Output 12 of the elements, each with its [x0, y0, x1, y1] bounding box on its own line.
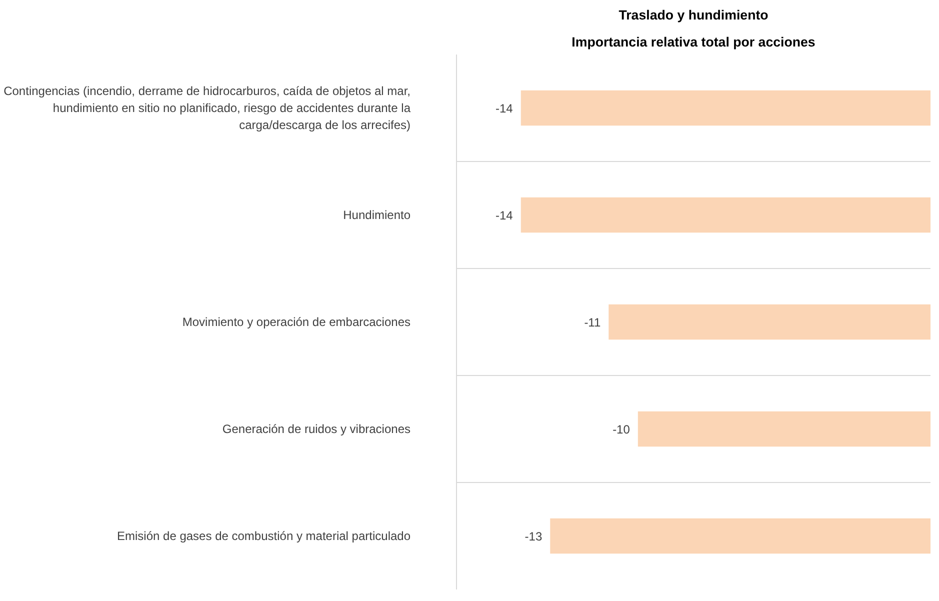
data-label: -11 — [584, 316, 601, 330]
y-tick-label: Hundimiento — [343, 208, 411, 222]
y-tick-label: Movimiento y operación de embarcaciones — [182, 315, 411, 329]
data-label: -14 — [496, 208, 514, 222]
data-label: -13 — [524, 530, 542, 544]
data-label: -14 — [496, 102, 514, 116]
y-tick-label: Generación de ruidos y vibraciones — [222, 422, 411, 436]
y-tick-label: Contingencias (incendio, derrame de hidrocarburos, caída de objetos al mar, hundimiento en sitio no planificado, riesgo de accidentes durante la carga/descarga de los arrecifes) — [4, 84, 411, 132]
y-tick-label: Emisión de gases de combustión y material particulado — [117, 529, 411, 543]
data-label: -10 — [612, 422, 630, 436]
chart-title: Traslado y hundimiento — [618, 8, 768, 22]
chart-subtitle: Importancia relativa total por acciones — [572, 34, 816, 50]
